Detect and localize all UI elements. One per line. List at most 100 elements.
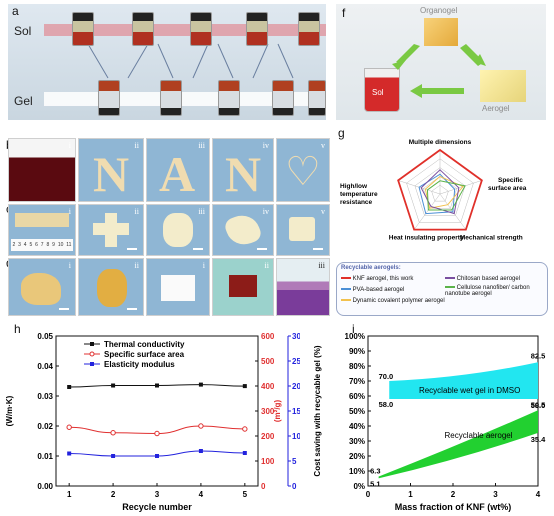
label-b-i: i <box>68 141 71 150</box>
dog-figure-1 <box>21 273 61 305</box>
panel-letter-g: g <box>338 126 345 140</box>
gel-label: Gel <box>14 94 33 108</box>
y-tick-label: 0.03 <box>37 392 53 401</box>
radar-axis-label: Mechanical strength <box>460 235 523 242</box>
x-tick-label: 0 <box>366 490 371 499</box>
ruler: 2 3 4 5 6 7 8 9 10 11 <box>11 239 73 251</box>
data-label: 6.3 <box>370 467 380 476</box>
x-tick-label: 1 <box>67 490 72 499</box>
radar-spoke <box>439 180 482 195</box>
label-e-i: i <box>202 261 205 270</box>
y-tick-label: 0.02 <box>37 422 53 431</box>
legend-swatch <box>341 299 351 302</box>
y3-tick-label: 5 <box>292 457 297 466</box>
panel-f: f Organogel Sol Aerogel <box>336 4 546 120</box>
photo-e-ii: ii <box>212 258 274 316</box>
legend-item-knf: KNF aerogel, this work <box>341 276 441 282</box>
panel-letter-a: a <box>12 4 19 18</box>
panel-g: g Multiple dimensions Specific surface are… <box>336 126 548 316</box>
photo-d-ii: ii <box>78 258 144 316</box>
y2-tick-label: 500 <box>261 357 275 366</box>
ruler-num: 7 <box>40 242 44 248</box>
data-point <box>242 426 248 432</box>
legend-label: Thermal conductivity <box>104 340 185 349</box>
x-tick-label: 3 <box>493 490 498 499</box>
legend-title: Recyclable aerogels: <box>341 265 401 271</box>
y-tick-label: 30% <box>349 437 365 446</box>
scale-bar <box>257 248 267 250</box>
y2-tick-label: 100 <box>261 457 275 466</box>
radar-axis-label-line: temperature <box>340 191 378 198</box>
legend-item-pva: PVA-based aerogel <box>341 287 441 293</box>
radar-legend: Recyclable aerogels: KNF aerogel, this w… <box>336 262 548 316</box>
data-label: 58.0 <box>531 401 546 410</box>
radar-grid <box>431 184 449 202</box>
photo-b-iii: A iii <box>146 138 210 202</box>
legend-marker <box>90 362 94 366</box>
photo-c-v: v <box>276 204 330 256</box>
legend-label: KNF aerogel, this work <box>352 276 414 282</box>
legend-marker <box>90 342 94 346</box>
radar-axis-label: Multiple dimensions <box>409 139 472 146</box>
data-point <box>198 449 203 453</box>
label-c-v: v <box>321 207 325 216</box>
y-tick-label: 0.04 <box>37 362 53 371</box>
y3-tick-label: 0 <box>292 482 297 491</box>
ruler-num: 11 <box>66 242 72 248</box>
sol-label: Sol <box>14 24 32 38</box>
sol-vial-2 <box>132 12 154 46</box>
y-tick-label: 90% <box>349 347 365 356</box>
radar-chart: Multiple dimensions Specific surface area M… <box>340 139 527 242</box>
legend-marker <box>89 351 95 357</box>
data-point <box>242 451 247 455</box>
legend-label: Chitosan based aerogel <box>456 276 521 282</box>
data-point <box>66 424 72 430</box>
y2-tick-label: 0 <box>261 482 266 491</box>
sol-vial-3 <box>190 12 212 46</box>
y3-tick-label: 30 <box>292 332 300 341</box>
aerogel-film <box>15 213 69 227</box>
legend-swatch <box>445 277 455 280</box>
y-axis-label: Cost saving with recycable gel (%) <box>313 345 322 476</box>
radar-axis-label: Heat insulating property <box>389 235 464 242</box>
gel-vial-4 <box>272 80 294 116</box>
gel-vial-2 <box>160 80 182 116</box>
data-label: 82.5 <box>531 351 546 360</box>
y3-tick-label: 10 <box>292 432 300 441</box>
data-point <box>67 451 72 456</box>
label-c-i: i <box>68 207 71 216</box>
sol-vial-4 <box>246 12 268 46</box>
ruler-num: 6 <box>35 242 38 248</box>
chart-i: 0% 10% 20% 30% 40% 50% 60% 70% 80% 90% 100% 0 1 2 3 4 Ma… <box>313 332 546 512</box>
radar-series <box>418 173 456 215</box>
radar-axis-label-line: High/low <box>340 183 368 190</box>
letter-A-shape: A <box>159 146 196 202</box>
legend-label: Elasticity modulus <box>104 360 175 369</box>
legend-item-dynamic: Dynamic covalent polymer aerogel <box>341 298 481 304</box>
data-point <box>111 383 116 388</box>
y3-tick-label: 25 <box>292 357 300 366</box>
label-e-ii: ii <box>264 261 269 270</box>
legend-label: Specific surface area <box>104 350 185 359</box>
aerogel-cube <box>480 70 526 102</box>
area-band <box>389 362 538 399</box>
photo-e-i: i <box>146 258 210 316</box>
data-label: 5.1 <box>370 479 380 488</box>
legend-label: PVA-based aerogel <box>352 287 405 293</box>
y3-tick-label: 20 <box>292 382 300 391</box>
organogel-label: Organogel <box>420 6 458 15</box>
label-b-v: v <box>321 141 325 150</box>
radar-axis-label-line: Specific <box>498 177 523 184</box>
dog-figure-2 <box>97 269 127 307</box>
sol-beaker-label: Sol <box>372 88 384 97</box>
y-axis-label: (W/m·K) <box>5 395 14 426</box>
x-tick-label: 4 <box>199 490 204 499</box>
y-tick-label: 80% <box>349 362 365 371</box>
data-point <box>155 383 159 388</box>
label-d-ii: ii <box>134 261 139 270</box>
cube-shape <box>289 217 315 241</box>
scale-bar <box>127 248 137 250</box>
ruler-num: 4 <box>23 242 27 248</box>
area-band <box>378 410 538 479</box>
radar-grid <box>406 158 474 223</box>
